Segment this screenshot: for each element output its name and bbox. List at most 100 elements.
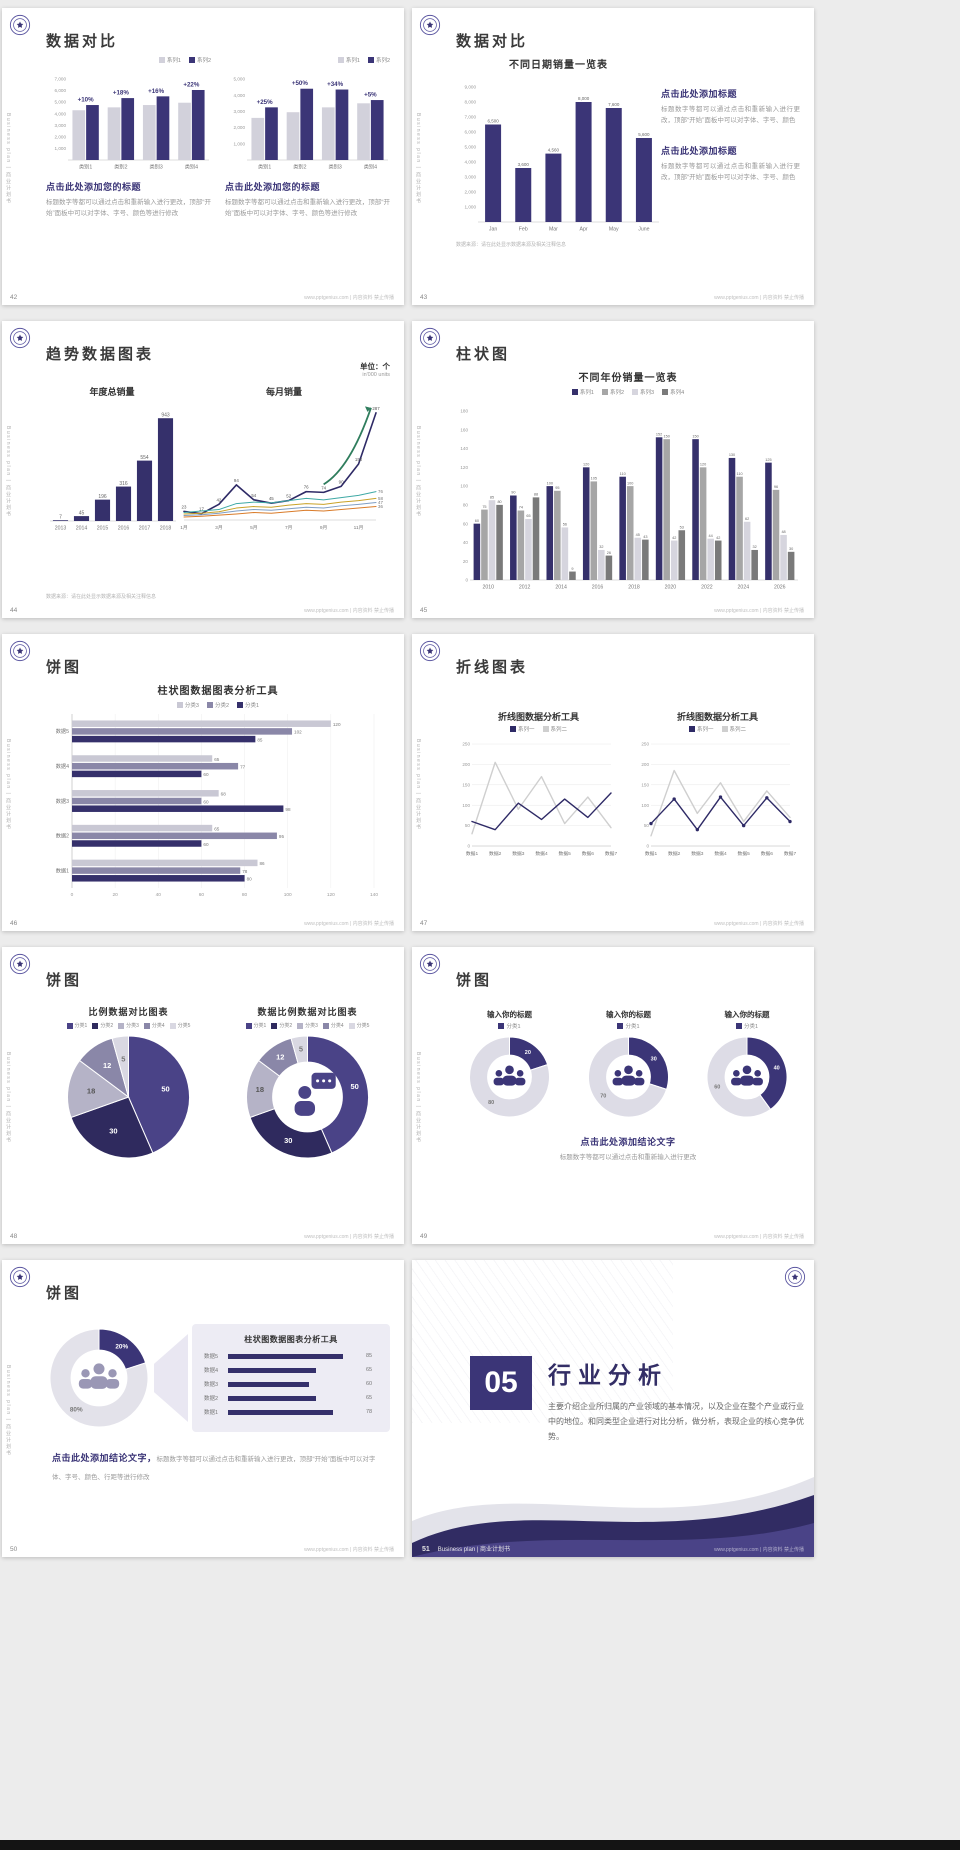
svg-text:1月: 1月 bbox=[180, 525, 187, 531]
watermark: www.pptgenius.com | 内容资料 禁止传播 bbox=[714, 921, 804, 927]
wave-decoration bbox=[412, 1477, 814, 1557]
svg-text:11月: 11月 bbox=[354, 525, 364, 531]
svg-text:85: 85 bbox=[490, 495, 494, 499]
svg-text:5,000: 5,000 bbox=[234, 77, 246, 82]
legend-item: 系列4 bbox=[662, 388, 684, 396]
chart-legend: 系列1 系列2 bbox=[225, 56, 390, 64]
donuts-row: 输入你的标题 分类1 20 80 输入你的标题 分类1 30 70 输入你的标题 分… bbox=[456, 1009, 800, 1121]
page-number: 47 bbox=[420, 920, 428, 927]
svg-text:0: 0 bbox=[71, 892, 74, 898]
block-title: 输入你的标题 bbox=[606, 1010, 651, 1019]
slide-47[interactable]: Business plan | 商业计划书 折线图表 折线图数据分析工具 系列一… bbox=[412, 634, 814, 931]
slide-42[interactable]: Business plan | 商业计划书 数据对比 系列1 系列2 1,000 2… bbox=[2, 8, 404, 305]
connector-shape bbox=[154, 1334, 188, 1422]
chart-legend: 分类1 bbox=[575, 1022, 682, 1030]
page-number: 43 bbox=[420, 294, 428, 301]
svg-text:60: 60 bbox=[203, 772, 209, 777]
svg-text:3,000: 3,000 bbox=[465, 175, 477, 180]
legend-item: 系列2 bbox=[367, 56, 390, 64]
block-heading: 点击此处添加标题 bbox=[661, 89, 738, 99]
svg-text:75: 75 bbox=[482, 505, 486, 509]
svg-text:类别3: 类别3 bbox=[328, 163, 341, 171]
watermark: www.pptgenius.com | 内容资料 禁止传播 bbox=[714, 1547, 804, 1553]
panel-bar-row: 数据2 65 bbox=[204, 1395, 373, 1402]
legend-item: 分类3 bbox=[118, 1022, 139, 1029]
svg-text:数据7: 数据7 bbox=[605, 850, 618, 857]
slide-46[interactable]: Business plan | 商业计划书 饼图 柱状图数据图表分析工具 分类3… bbox=[2, 634, 404, 931]
svg-text:+34%: +34% bbox=[327, 81, 343, 88]
svg-text:150: 150 bbox=[462, 782, 470, 787]
svg-text:1,000: 1,000 bbox=[55, 146, 67, 151]
svg-text:26: 26 bbox=[607, 551, 611, 555]
svg-text:32: 32 bbox=[599, 545, 603, 549]
svg-text:5,000: 5,000 bbox=[55, 100, 67, 105]
legend-item: 分类5 bbox=[169, 1022, 190, 1029]
slide-50[interactable]: Business plan | 商业计划书 饼图 20% 80% 柱状图数据图表分… bbox=[2, 1260, 404, 1557]
legend-item: 分类4 bbox=[322, 1022, 344, 1029]
pie-chart: 50 30 18 12 5 bbox=[46, 1032, 211, 1162]
slide-48[interactable]: Business plan | 商业计划书 饼图 比例数据对比图表 分类1 分类2… bbox=[2, 947, 404, 1244]
svg-text:18: 18 bbox=[87, 1086, 95, 1095]
logo-icon bbox=[9, 327, 31, 349]
svg-text:86: 86 bbox=[260, 861, 266, 866]
donut-chart: 30 70 bbox=[575, 1033, 682, 1121]
svg-text:80: 80 bbox=[242, 892, 248, 898]
svg-text:Feb: Feb bbox=[519, 227, 528, 233]
svg-text:120: 120 bbox=[700, 463, 706, 467]
svg-text:50: 50 bbox=[644, 823, 650, 828]
legend-item: 系列二 bbox=[542, 725, 567, 733]
svg-text:7,600: 7,600 bbox=[608, 102, 620, 107]
svg-text:50: 50 bbox=[351, 1082, 359, 1091]
svg-text:152: 152 bbox=[656, 432, 662, 436]
block-title: 输入你的标题 bbox=[487, 1010, 532, 1019]
slide-49[interactable]: Business plan | 商业计划书 饼图 输入你的标题 分类1 20 80… bbox=[412, 947, 814, 1244]
legend-item: 分类4 bbox=[143, 1022, 165, 1029]
slide-45[interactable]: Business plan | 商业计划书 柱状图 不同年份销量一览表 系列1 系… bbox=[412, 321, 814, 618]
svg-text:2024: 2024 bbox=[738, 585, 750, 591]
line-chart: 0 50 100 150 200 250 数据1 数据2 数据3 数据4 数据5 数据6 数据7 bbox=[635, 736, 800, 858]
legend-item: 系列2 bbox=[188, 56, 211, 64]
svg-text:0: 0 bbox=[467, 844, 470, 849]
chart-legend: 分类1 分类2 分类3 分类4 分类5 bbox=[225, 1022, 390, 1029]
svg-text:78: 78 bbox=[242, 869, 248, 874]
svg-text:2,000: 2,000 bbox=[465, 190, 477, 195]
slide-content: 输入你的标题 分类1 20 80 输入你的标题 分类1 30 70 输入你的标题 分… bbox=[456, 995, 800, 1226]
side-label: Business plan | 商业计划书 bbox=[5, 739, 11, 831]
svg-text:3,600: 3,600 bbox=[518, 162, 530, 167]
svg-text:数据3: 数据3 bbox=[56, 797, 69, 805]
svg-text:200: 200 bbox=[462, 762, 470, 767]
svg-text:30: 30 bbox=[651, 1057, 657, 1063]
chart-block-left: 年度总销量 7 45 196 316 554 943 2013 2014 2015 2016 201… bbox=[46, 385, 178, 532]
svg-text:3,000: 3,000 bbox=[55, 123, 67, 128]
svg-text:65: 65 bbox=[214, 757, 220, 762]
svg-text:42: 42 bbox=[716, 536, 720, 540]
line-chart: 0 50 100 150 200 250 数据1 数据2 数据3 数据4 数据5 数据6 数据7 bbox=[456, 736, 621, 858]
svg-text:+50%: +50% bbox=[292, 80, 308, 87]
svg-text:150: 150 bbox=[663, 434, 669, 438]
svg-text:48: 48 bbox=[781, 530, 785, 534]
panel-bar-row: 数据1 78 bbox=[204, 1409, 373, 1416]
watermark: www.pptgenius.com | 内容资料 禁止传播 bbox=[304, 295, 394, 301]
slide-43[interactable]: Business plan | 商业计划书 数据对比 不同日期销量一览表 1,0… bbox=[412, 8, 814, 305]
legend-item: 系列一 bbox=[509, 725, 535, 733]
svg-text:Mar: Mar bbox=[549, 227, 558, 233]
slide-51[interactable]: 05 行业分析 主要介绍企业所归属的产业领域的基本情况，以及企业在整个产业或行业… bbox=[412, 1260, 814, 1557]
svg-text:May: May bbox=[609, 227, 619, 233]
section-number: 05 bbox=[470, 1356, 532, 1410]
legend-item: 系列1 bbox=[158, 56, 181, 64]
watermark: www.pptgenius.com | 内容资料 禁止传播 bbox=[304, 1234, 394, 1240]
svg-text:数据5: 数据5 bbox=[559, 850, 572, 857]
block-heading: 点击此处添加标题 bbox=[661, 146, 738, 157]
panel-bar-row: 数据4 65 bbox=[204, 1367, 373, 1374]
panel-bar-row: 数据5 85 bbox=[204, 1353, 373, 1360]
svg-text:180: 180 bbox=[460, 409, 468, 414]
svg-text:196: 196 bbox=[98, 494, 107, 500]
chart-svg: 50 30 18 12 5 bbox=[246, 1035, 369, 1159]
svg-text:数据3: 数据3 bbox=[512, 850, 525, 857]
slide-44[interactable]: Business plan | 商业计划书 趋势数据图表 单位：个 in'000… bbox=[2, 321, 404, 618]
legend-item: 系列二 bbox=[721, 725, 746, 733]
legend-item: 分类1 bbox=[245, 1022, 266, 1029]
svg-text:4,000: 4,000 bbox=[55, 111, 67, 116]
svg-text:96: 96 bbox=[774, 485, 778, 489]
svg-text:40: 40 bbox=[774, 1065, 780, 1071]
